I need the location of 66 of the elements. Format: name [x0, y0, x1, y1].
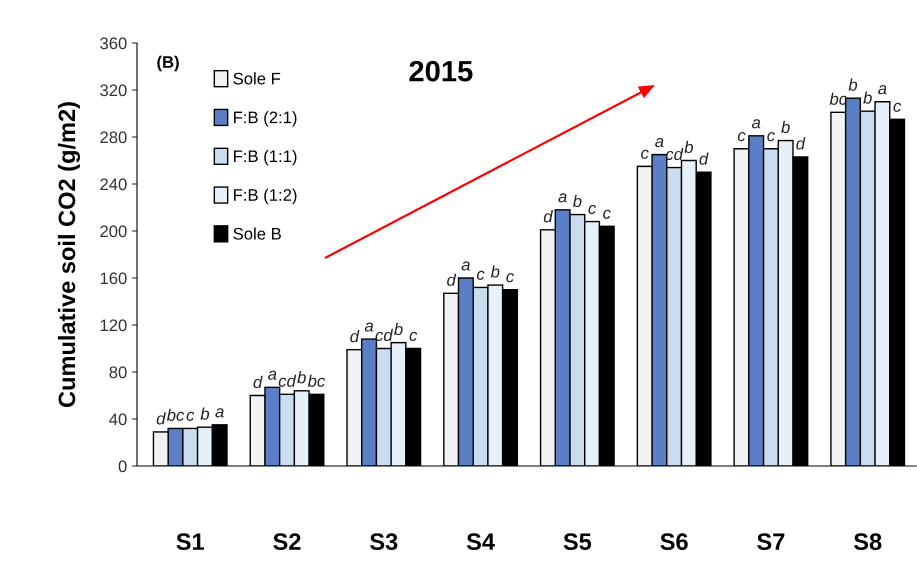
- data-label: a: [558, 193, 567, 202]
- data-label: b: [863, 91, 872, 104]
- legend-label: F:B (1:2): [234, 188, 296, 204]
- data-label: bc: [308, 374, 326, 387]
- data-label: d: [447, 274, 456, 286]
- data-label: b: [394, 322, 403, 336]
- legend-label: F:B (1:1): [234, 150, 296, 166]
- data-label: bc: [166, 408, 184, 421]
- y-tick-label: 80: [109, 366, 127, 378]
- y-tick-label: 0: [118, 460, 127, 472]
- x-tick-label: S4: [466, 533, 495, 550]
- annotation: (B): [157, 56, 179, 72]
- y-tick-label: 320: [100, 84, 127, 96]
- x-tick-label: S7: [757, 533, 784, 550]
- data-label: b: [572, 194, 582, 208]
- legend-label: Sole F: [233, 72, 280, 85]
- x-tick-label: S3: [370, 533, 398, 550]
- data-label: d: [156, 412, 166, 424]
- data-label: d: [350, 330, 360, 342]
- data-label: c: [641, 150, 649, 159]
- y-tick-label: 200: [100, 225, 127, 238]
- data-label: b: [684, 140, 693, 154]
- x-tick-label: S1: [176, 533, 204, 550]
- data-label: a: [215, 408, 224, 418]
- data-label: a: [364, 322, 374, 332]
- y-tick-label: 40: [109, 413, 127, 426]
- legend-label: F:B (2:1): [234, 111, 296, 127]
- data-label: cd: [376, 328, 394, 342]
- x-tick-label: S6: [660, 533, 688, 550]
- chart-title: 2015: [409, 60, 472, 82]
- data-label: cd: [278, 374, 296, 387]
- data-label: c: [767, 132, 775, 142]
- data-label: c: [476, 270, 485, 280]
- data-label: a: [462, 261, 470, 271]
- y-tick-label: 280: [100, 131, 127, 144]
- legend-label: Sole B: [233, 227, 281, 240]
- data-label: a: [878, 85, 886, 94]
- y-tick-label: 360: [100, 37, 127, 50]
- data-label: b: [297, 371, 306, 384]
- data-label: b: [848, 78, 858, 91]
- y-tick-label: 120: [100, 319, 127, 332]
- x-tick-label: S2: [273, 533, 301, 550]
- data-label: b: [781, 120, 790, 134]
- data-label: d: [544, 210, 554, 222]
- y-axis-title: Cumulative soil CO2 (g/m2): [58, 102, 80, 408]
- data-label: a: [268, 370, 276, 380]
- y-tick-label: 160: [100, 272, 127, 284]
- data-label: b: [200, 408, 210, 420]
- data-label: cd: [666, 148, 684, 160]
- data-label: d: [254, 376, 263, 388]
- x-tick-label: S5: [564, 533, 592, 550]
- data-label: c: [588, 205, 596, 214]
- data-label: c: [186, 412, 194, 421]
- data-label: d: [699, 152, 709, 165]
- data-label: c: [893, 102, 902, 112]
- data-label: a: [752, 119, 760, 128]
- data-label: a: [655, 138, 664, 148]
- data-label: c: [410, 332, 418, 342]
- y-tick-label: 240: [100, 178, 127, 190]
- data-label: b: [490, 265, 500, 278]
- x-tick-label: S8: [854, 533, 882, 550]
- data-label: c: [603, 210, 611, 219]
- data-label: d: [796, 137, 806, 150]
- data-label: bc: [830, 92, 847, 105]
- data-label: c: [738, 132, 746, 142]
- data-label: c: [506, 273, 514, 282]
